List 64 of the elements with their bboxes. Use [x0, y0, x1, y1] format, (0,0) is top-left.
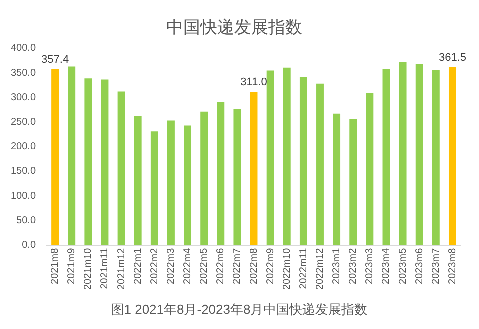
data-label: 357.4 — [42, 54, 70, 66]
bar — [399, 62, 407, 246]
x-tick-label: 2023m1 — [332, 248, 343, 284]
y-tick-label: 150.0 — [10, 166, 36, 178]
data-label: 311.0 — [240, 76, 268, 89]
bar — [250, 92, 258, 246]
x-tick-label: 2021m11 — [100, 248, 111, 290]
bar — [200, 112, 208, 246]
caption: 图1 2021年8月-2023年8月中国快递发展指数 — [110, 301, 369, 319]
bar — [184, 126, 192, 246]
x-tick-label: 2023m5 — [398, 248, 409, 284]
x-tick-label: 2022m2 — [149, 248, 160, 284]
data-label: 361.5 — [438, 52, 466, 64]
bar — [300, 78, 308, 246]
y-tick-label: 50.0 — [16, 215, 36, 226]
x-tick-label: 2021m9 — [66, 248, 78, 284]
y-tick-label: 250.0 — [10, 116, 36, 128]
chart-title: 中国快递发展指数 — [166, 18, 302, 37]
bar — [333, 114, 341, 246]
bar — [167, 120, 175, 246]
x-tick-label: 2022m6 — [216, 248, 227, 284]
x-tick-label: 2022m10 — [282, 248, 293, 290]
x-tick-label: 2023m4 — [381, 248, 392, 284]
x-tick-label: 2022m5 — [199, 248, 210, 284]
bar — [283, 68, 291, 246]
x-tick-label: 2023m2 — [348, 248, 360, 284]
bar — [432, 70, 440, 246]
x-tick-label: 2022m12 — [315, 248, 326, 290]
bar — [234, 108, 242, 246]
x-tick-label: 2023m3 — [364, 248, 376, 284]
bar — [52, 69, 60, 246]
bar — [217, 102, 225, 246]
x-tick-label: 2023m6 — [414, 248, 426, 284]
x-tick-label: 2022m8 — [248, 248, 260, 284]
x-tick-label: 2022m3 — [166, 248, 177, 284]
y-tick-label: 300.0 — [10, 92, 36, 104]
x-tick-label: 2023m8 — [447, 248, 458, 284]
y-tick-label: 200.0 — [10, 142, 36, 153]
bar — [350, 118, 358, 246]
bar — [101, 80, 109, 246]
x-tick-label: 2022m11 — [298, 248, 310, 290]
bar — [150, 132, 158, 246]
x-tick-label: 2023m7 — [430, 248, 442, 284]
x-tick-label: 2022m4 — [182, 248, 194, 284]
bar — [118, 92, 126, 246]
x-tick-label: 2022m9 — [265, 248, 276, 284]
x-tick-label: 2022m1 — [132, 248, 144, 284]
y-tick-label: 400.0 — [10, 43, 36, 54]
x-tick-label: 2021m12 — [116, 248, 128, 290]
x-tick-label: 2022m7 — [232, 248, 244, 284]
y-tick-label: 100.0 — [10, 190, 36, 202]
bar — [84, 78, 92, 246]
x-tick-label: 2021m8 — [50, 248, 62, 284]
y-tick-label: 0.0 — [22, 240, 36, 252]
bar — [416, 64, 424, 246]
bar — [266, 70, 274, 246]
bar — [366, 93, 374, 246]
x-tick-label: 2021m10 — [83, 248, 94, 290]
bar — [316, 84, 324, 246]
bar — [382, 69, 390, 246]
y-tick-label: 350.0 — [10, 68, 36, 79]
bar — [68, 66, 76, 246]
bar — [134, 116, 142, 246]
bar — [448, 67, 456, 246]
